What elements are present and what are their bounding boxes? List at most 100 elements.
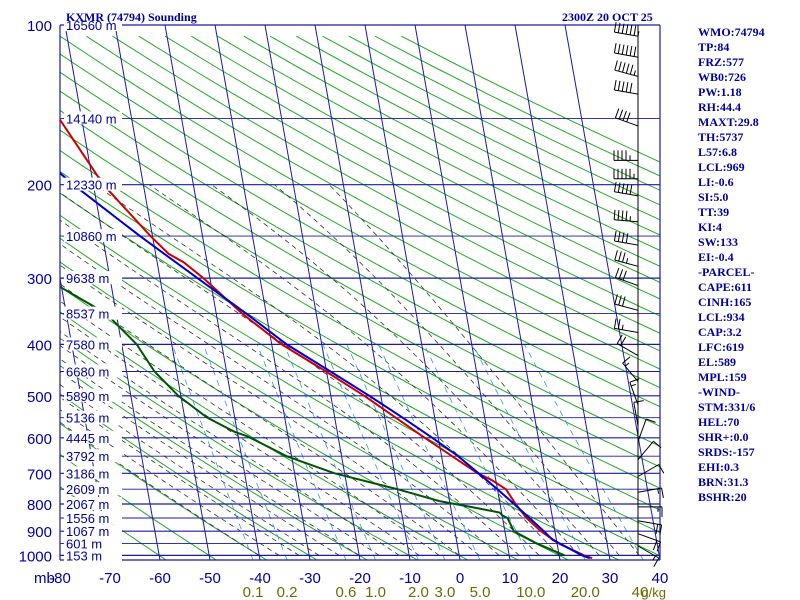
moist-adiabat xyxy=(60,192,540,556)
index-entry: SI:5.0 xyxy=(698,190,729,204)
wind-barb-flag xyxy=(625,183,629,194)
height-label: 5890 m xyxy=(66,389,109,404)
wind-barb-half-flag xyxy=(624,362,630,367)
height-label-backdrop xyxy=(64,466,122,480)
index-entry: -WIND- xyxy=(698,385,740,399)
index-entry: LI:-0.6 xyxy=(698,175,734,189)
height-label: 601 m xyxy=(66,537,102,552)
dry-adiabat xyxy=(60,149,660,489)
mixing-ratio-label: 0.1 xyxy=(243,584,264,600)
isotherm xyxy=(114,24,211,561)
mixing-ratio-label: 2.0 xyxy=(408,584,429,600)
wind-barb-flag xyxy=(614,267,620,278)
wind-barb-flag xyxy=(613,209,616,220)
height-label: 10860 m xyxy=(66,229,117,244)
wind-barb-flag xyxy=(629,24,633,35)
height-label: 7580 m xyxy=(66,337,109,352)
wind-barb-flag xyxy=(617,231,621,242)
wind-barb-flag xyxy=(625,233,629,244)
grid xyxy=(59,24,661,561)
wind-barb-flag xyxy=(653,440,662,449)
pressure-tick-label: 700 xyxy=(27,466,52,483)
dry-adiabat xyxy=(60,453,218,560)
index-entry: PW:1.18 xyxy=(698,85,742,99)
dry-adiabat xyxy=(112,35,660,334)
moist-adiabat xyxy=(60,316,420,556)
temperature-tick-label: -50 xyxy=(199,570,221,587)
isotherm xyxy=(364,24,461,561)
moist-adiabat xyxy=(94,184,560,556)
wind-barb-flag xyxy=(661,487,664,498)
wind-barb-flag xyxy=(618,269,624,279)
wind-barb xyxy=(633,400,644,426)
wind-barb xyxy=(637,418,656,442)
wind-barb-flag xyxy=(618,295,622,306)
height-label-backdrop xyxy=(64,229,122,243)
wind-barb-flag xyxy=(614,294,618,305)
wind-barb xyxy=(637,520,663,535)
index-entry: CINH:165 xyxy=(698,295,752,309)
temperature-tick-label: -30 xyxy=(299,570,321,587)
temperature-tick-label: -10 xyxy=(399,570,421,587)
index-entry: BSHR:20 xyxy=(698,490,747,504)
dry-adiabat xyxy=(60,311,469,560)
wind-barb-flag xyxy=(618,61,622,72)
dry-adiabat xyxy=(138,35,660,317)
wind-barb-flag xyxy=(621,23,625,34)
index-entry: LCL:934 xyxy=(698,310,745,324)
wind-barb xyxy=(637,464,665,477)
mixing-ratio-label: 10.0 xyxy=(516,584,545,600)
height-label: 6680 m xyxy=(66,365,109,380)
wind-barb xyxy=(614,250,639,267)
wind-barb-staff xyxy=(629,382,639,405)
wind-barb xyxy=(613,181,639,197)
wind-barb xyxy=(613,22,640,37)
index-entry: HEL:70 xyxy=(698,415,740,429)
mixing-ratio-label: 1.0 xyxy=(365,584,386,600)
mixing-ratio-label: 40 xyxy=(632,584,649,600)
wind-barb-flag xyxy=(633,400,644,403)
index-entry: SHR+:0.0 xyxy=(698,430,749,444)
height-label-backdrop xyxy=(64,511,122,524)
wind-barb-flag xyxy=(613,22,617,33)
wind-barb-flag xyxy=(614,60,618,71)
wind-barb-flag xyxy=(621,232,625,243)
wind-barb-flag xyxy=(655,524,659,535)
wind-barb-flag xyxy=(616,334,623,344)
index-entry: SRDS:-157 xyxy=(698,445,755,459)
index-entry: LFC:619 xyxy=(698,340,744,354)
wind-barb xyxy=(613,80,639,95)
wind-barb-staff xyxy=(637,487,662,493)
height-label: 16560 m xyxy=(66,18,117,33)
index-entry: BRN:31.3 xyxy=(698,475,749,489)
dry-adiabat xyxy=(60,285,520,560)
height-label: 3186 m xyxy=(66,466,109,481)
wind-barb xyxy=(629,378,640,405)
wind-barb-flag xyxy=(629,45,633,56)
temperature-tick-label: 40 xyxy=(652,570,669,587)
wind-barb xyxy=(613,43,639,58)
index-entry: FRZ:577 xyxy=(698,55,744,69)
mixing-ratio-label: 0.2 xyxy=(277,584,298,600)
parcel-trace xyxy=(60,171,591,560)
dry-adiabat xyxy=(60,109,660,447)
wind-barb-flag xyxy=(633,25,637,36)
wind-barb-flag xyxy=(659,524,663,535)
wind-barb-flag xyxy=(621,44,625,55)
indices-panel: WMO:74794 TP:84 FRZ:577 WB0:726 PW:1.18 RH:44… xyxy=(698,25,765,505)
wind-barb-flag xyxy=(625,210,628,221)
isotherm xyxy=(264,24,361,561)
wind-barb xyxy=(613,231,639,246)
height-label: 9638 m xyxy=(66,271,109,286)
wind-barb-staff xyxy=(637,533,661,543)
index-entry: MAXT:29.8 xyxy=(698,115,759,129)
wind-barb xyxy=(613,209,639,223)
wind-barb xyxy=(637,487,664,498)
wind-barb xyxy=(637,440,662,461)
wind-barb-flag xyxy=(626,112,631,123)
wind-barb xyxy=(614,60,639,77)
height-label-backdrop xyxy=(64,177,122,191)
wind-barb-flag xyxy=(629,64,634,75)
wind-barb-flag xyxy=(625,82,629,93)
